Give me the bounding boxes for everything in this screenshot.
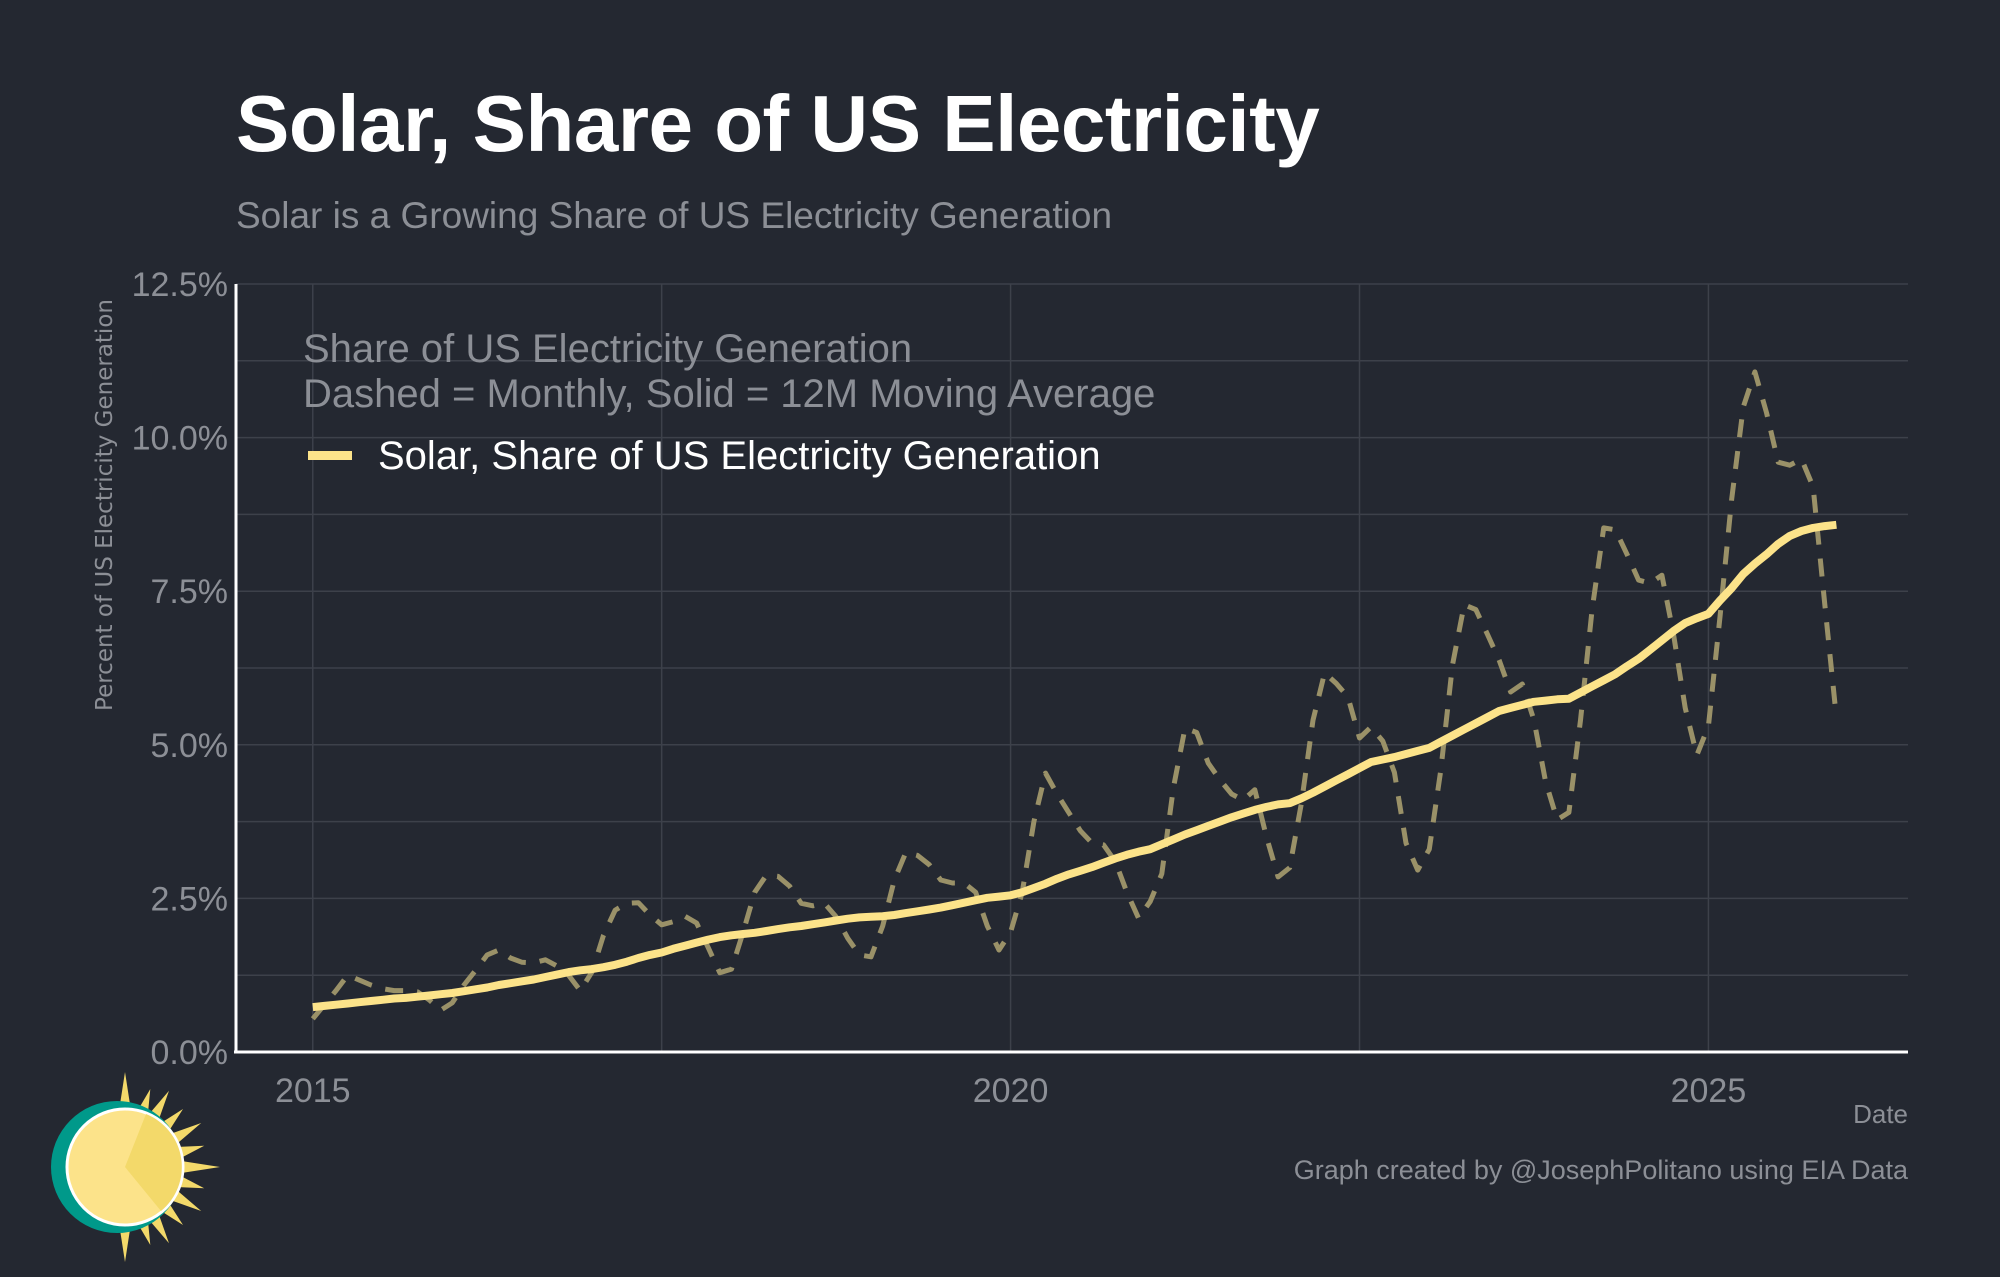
chart-title: Solar, Share of US Electricity (236, 79, 1320, 168)
x-tick-label: 2020 (973, 1072, 1049, 1110)
y-tick-label: 5.0% (151, 727, 229, 765)
series-line-moving-average (312, 520, 1837, 1012)
x-tick-label: 2015 (275, 1072, 351, 1110)
series-layer (310, 369, 1839, 1021)
legend-title-line-2: Dashed = Monthly, Solid = 12M Moving Ave… (303, 372, 1155, 416)
x-tick-label: 2025 (1671, 1072, 1747, 1110)
legend-entry-solar: Solar, Share of US Electricity Generatio… (378, 434, 1101, 478)
y-tick-labels: 0.0% 2.5% 5.0% 7.5% 10.0% 12.5% (132, 266, 228, 1072)
footer-credit: Graph created by @JosephPolitano using E… (1294, 1155, 1909, 1185)
y-tick-label: 10.0% (132, 420, 228, 458)
y-tick-label: 7.5% (151, 573, 229, 611)
chart-subtitle: Solar is a Growing Share of US Electrici… (236, 195, 1113, 236)
y-tick-label: 2.5% (151, 880, 229, 918)
sun-logo-icon (51, 1072, 220, 1262)
sun-logo-shade (125, 1114, 182, 1211)
legend-title-line-1: Share of US Electricity Generation (303, 327, 912, 371)
x-tick-labels: 2015 2020 2025 (275, 1072, 1746, 1110)
legend-swatch (308, 451, 352, 460)
y-tick-label: 12.5% (132, 266, 228, 304)
legend: Share of US Electricity Generation Dashe… (303, 327, 1155, 478)
y-axis-title: Percent of US Electricity Generation (92, 299, 118, 711)
x-axis-title: Date (1853, 1099, 1908, 1129)
y-tick-label: 0.0% (151, 1034, 229, 1072)
sun-ray (176, 1160, 220, 1174)
